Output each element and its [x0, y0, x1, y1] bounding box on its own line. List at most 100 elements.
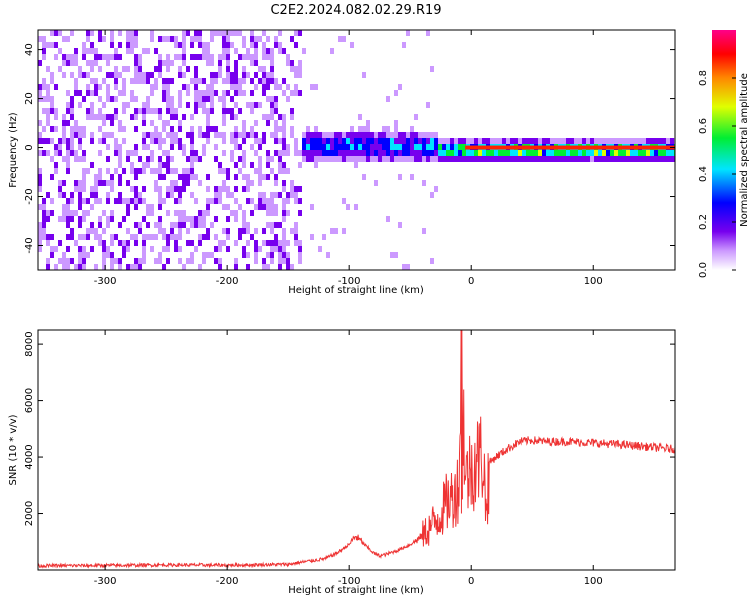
spectrogram-cell [182, 180, 186, 186]
spectrogram-cell [354, 126, 358, 132]
spectrogram-cell [38, 60, 42, 66]
spectrogram-cell [38, 258, 42, 264]
spectrogram-cell [146, 210, 150, 216]
spectrogram-cell [574, 138, 578, 144]
spectrogram-cell [650, 156, 654, 162]
spectrogram-cell [582, 138, 586, 144]
spectrogram-cell [322, 234, 326, 240]
spectrogram-cell [90, 42, 94, 48]
spectrogram-cell [198, 216, 202, 222]
spectrogram-cell [170, 102, 174, 108]
spectrogram-cell [246, 72, 250, 78]
spectrogram-cell [226, 174, 230, 180]
spectrogram-cell [90, 234, 94, 240]
x-tick-label: -100 [338, 276, 361, 287]
spectrogram-cell [110, 54, 114, 60]
spectrogram-cell [146, 222, 150, 228]
spectrogram-cell [418, 138, 422, 144]
spectrogram-cell [62, 42, 66, 48]
spectrogram-cell [198, 42, 202, 48]
spectrogram-cell [206, 228, 210, 234]
spectrogram-cell [190, 126, 194, 132]
spectrogram-cell [386, 96, 390, 102]
spectrogram-cell [274, 96, 278, 102]
spectrogram-cell [186, 186, 190, 192]
spectrogram-cell [422, 228, 426, 234]
spectrogram-cell [182, 210, 186, 216]
spectrogram-cell [150, 138, 154, 144]
spectrogram-cell [266, 120, 270, 126]
spectrogram-cell [430, 192, 434, 198]
spectrogram-cell [274, 222, 278, 228]
spectrogram-cell [42, 222, 46, 228]
spectrogram-cell [74, 210, 78, 216]
spectrogram-cell [42, 198, 46, 204]
spectrogram-cell [226, 30, 230, 36]
spectrogram-cell [150, 120, 154, 126]
spectrogram-cell [298, 78, 302, 84]
spectrogram-cell [118, 264, 122, 270]
spectrogram-cell [242, 126, 246, 132]
spectrogram-cell [142, 234, 146, 240]
spectrogram-cell [166, 258, 170, 264]
spectrogram-cell [238, 108, 242, 114]
spectrogram-cell [402, 42, 406, 48]
spectrogram-cell [90, 162, 94, 168]
spectrogram-cell [338, 132, 342, 138]
spectrogram-cell [298, 252, 302, 258]
spectrogram-cell [226, 54, 230, 60]
spectrogram-cell [78, 204, 82, 210]
spectrogram-cell [326, 132, 330, 138]
spectrogram-cell [114, 198, 118, 204]
spectrogram-cell [278, 240, 282, 246]
spectrogram-cell [586, 138, 590, 144]
spectrogram-cell [106, 72, 110, 78]
spectrogram-cell [370, 144, 374, 150]
spectrogram-cell [142, 54, 146, 60]
spectrogram-cell [282, 180, 286, 186]
spectrogram-cell [46, 234, 50, 240]
spectrogram-cell [210, 258, 214, 264]
spectrogram-cell [194, 180, 198, 186]
spectrogram-cell [106, 156, 110, 162]
spectrogram-cell [110, 114, 114, 120]
spectrogram-cell [394, 120, 398, 126]
spectrogram-cell [642, 138, 646, 144]
spectrogram-cell [142, 102, 146, 108]
spectrogram-cell [282, 240, 286, 246]
spectrogram-cell [206, 210, 210, 216]
spectrogram-cell [374, 156, 378, 162]
spectrogram-cell [210, 198, 214, 204]
spectrogram-cell [82, 42, 86, 48]
spectrogram-cell [394, 90, 398, 96]
spectrogram-cell [230, 96, 234, 102]
spectrogram-cell [142, 72, 146, 78]
spectrogram-cell [78, 126, 82, 132]
spectrogram-cell [310, 138, 314, 144]
spectrogram-cell [78, 102, 82, 108]
spectrogram-cell [286, 96, 290, 102]
spectrogram-cell [62, 114, 66, 120]
spectrogram-cell [254, 258, 258, 264]
spectrogram-cell [118, 96, 122, 102]
spectrogram-cell [78, 198, 82, 204]
spectrogram-cell [262, 114, 266, 120]
y-tick-label: -40 [24, 237, 35, 253]
spectrogram-cell [174, 108, 178, 114]
spectrogram-cell [86, 246, 90, 252]
spectrogram-cell [202, 264, 206, 270]
spectrogram-cell [222, 66, 226, 72]
spectrogram-cell [306, 156, 310, 162]
spectrogram-cell [294, 198, 298, 204]
spectrogram-cell [370, 126, 374, 132]
spectrogram-cell [146, 258, 150, 264]
spectrogram-cell [294, 84, 298, 90]
spectrogram-cell [238, 216, 242, 222]
spectrogram-cell [110, 120, 114, 126]
spectrogram-cell [242, 36, 246, 42]
spectrogram-cell [94, 198, 98, 204]
spectrogram-cell [370, 138, 374, 144]
spectrogram-cell [130, 246, 134, 252]
spectrogram-cell [74, 102, 78, 108]
spectrogram-cell [46, 192, 50, 198]
